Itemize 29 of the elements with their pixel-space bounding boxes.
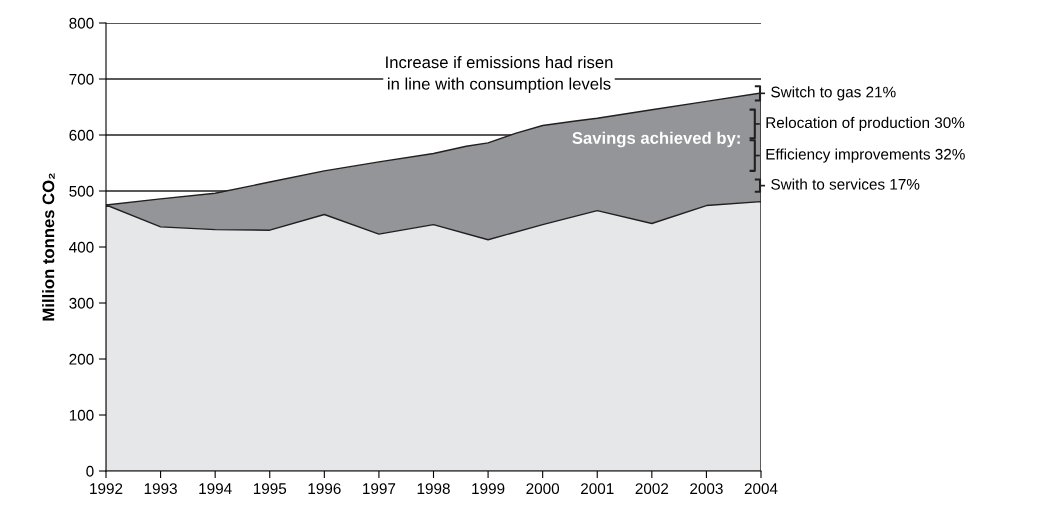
x-tick-label: 1999 — [472, 483, 505, 495]
x-tick-label: 1994 — [199, 483, 232, 495]
y-tick-label: 800 — [69, 17, 94, 29]
x-tick-label: 1997 — [363, 483, 396, 495]
y-tick-label: 500 — [69, 185, 94, 197]
y-tick-label: 0 — [86, 465, 94, 477]
x-tick-label: 2000 — [526, 483, 560, 495]
x-tick-label: 1998 — [417, 483, 450, 495]
y-axis-title: Million tonnes CO₂ — [42, 173, 55, 321]
y-tick-label: 100 — [69, 409, 94, 421]
text: Switch to gas 21% — [771, 86, 896, 101]
y-tick-label: 300 — [69, 297, 94, 309]
text: Efficiency improvements 32% — [766, 148, 965, 163]
x-tick-label: 2003 — [690, 483, 723, 495]
y-tick-label: 700 — [69, 73, 94, 85]
x-tick-label: 2004 — [744, 483, 778, 495]
x-tick-label: 1993 — [144, 483, 177, 495]
text: Relocation of production 30% — [766, 116, 965, 132]
y-tick-label: 600 — [69, 129, 94, 141]
x-tick-label: 1996 — [308, 483, 341, 495]
x-tick-label: 1995 — [253, 483, 287, 495]
x-tick-label: 1992 — [90, 483, 123, 495]
y-tick-label: 400 — [69, 241, 94, 253]
x-tick-label: 2002 — [635, 483, 669, 495]
x-tick-label: 2001 — [581, 483, 614, 495]
annotation: Increase if emissions had risen in line with consumption levels — [386, 55, 613, 94]
y-tick-label: 200 — [69, 353, 94, 365]
annotation: Savings achieved by: — [572, 131, 740, 148]
text: Swith to services 17% — [771, 178, 920, 190]
